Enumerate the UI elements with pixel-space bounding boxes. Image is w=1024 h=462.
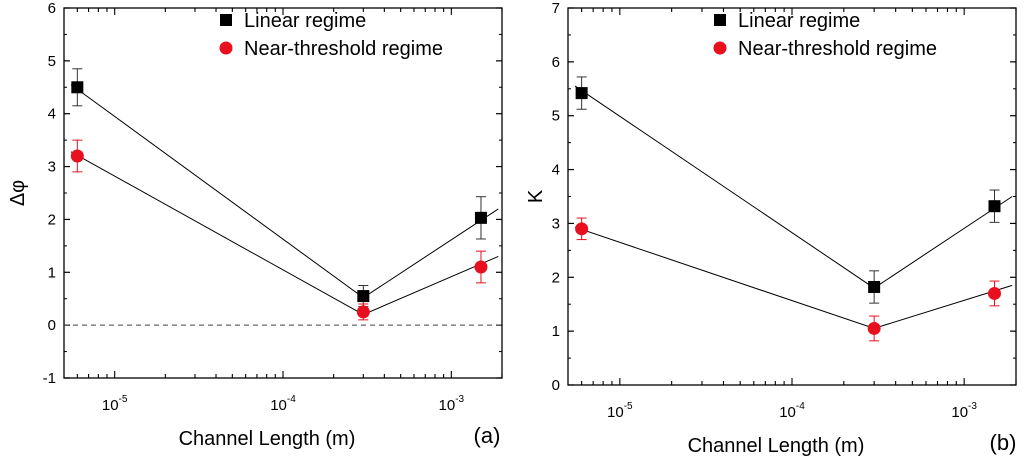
y-axis-title: K bbox=[525, 189, 547, 203]
y-axis-title: Δφ bbox=[7, 180, 29, 206]
y-tick-label: 5 bbox=[552, 108, 560, 125]
x-tick-exponent: -3 bbox=[455, 394, 464, 405]
x-tick-label: 10-5 bbox=[607, 401, 633, 421]
y-tick-label: 3 bbox=[48, 159, 56, 176]
x-tick-base: 10 bbox=[270, 397, 287, 414]
x-tick-label: 10-3 bbox=[439, 394, 465, 414]
series-line-linear bbox=[574, 85, 1013, 289]
x-tick-label: 10-4 bbox=[779, 401, 805, 421]
data-point-square bbox=[868, 280, 881, 293]
x-tick-exponent: -3 bbox=[968, 401, 977, 412]
y-tick-label: 3 bbox=[552, 215, 560, 232]
x-tick-exponent: -4 bbox=[287, 394, 296, 405]
data-point-square bbox=[71, 81, 84, 94]
data-point-circle bbox=[867, 321, 881, 335]
data-point-square bbox=[357, 290, 370, 303]
x-axis-title: Channel Length (m) bbox=[179, 428, 356, 450]
y-tick-label: 1 bbox=[48, 264, 56, 281]
legend-marker-square bbox=[714, 14, 726, 26]
y-tick-label: 1 bbox=[552, 323, 560, 340]
legend-label: Near-threshold regime bbox=[738, 38, 937, 60]
legend-label: Linear regime bbox=[738, 10, 860, 32]
x-tick-base: 10 bbox=[951, 404, 968, 421]
legend-marker-square bbox=[220, 14, 232, 26]
series-line-near-threshold bbox=[574, 226, 1013, 329]
panel-label: (a) bbox=[474, 423, 501, 448]
y-tick-label: 0 bbox=[48, 317, 56, 334]
x-tick-exponent: -5 bbox=[624, 401, 633, 412]
x-tick-base: 10 bbox=[779, 404, 796, 421]
series-line-near-threshold bbox=[70, 151, 499, 316]
y-tick-label: 6 bbox=[48, 0, 56, 17]
plot-frame bbox=[567, 7, 1017, 386]
x-tick-exponent: -4 bbox=[796, 401, 805, 412]
data-point-circle bbox=[474, 260, 488, 274]
y-tick-label: 2 bbox=[48, 211, 56, 228]
series-line-linear bbox=[70, 84, 499, 299]
x-tick-base: 10 bbox=[102, 397, 119, 414]
y-tick-label: 7 bbox=[552, 0, 560, 17]
x-tick-base: 10 bbox=[439, 397, 456, 414]
y-tick-label: 6 bbox=[552, 54, 560, 71]
data-point-square bbox=[474, 211, 487, 224]
y-tick-label: -1 bbox=[43, 370, 56, 387]
data-point-square bbox=[988, 200, 1001, 213]
legend-marker-circle bbox=[713, 41, 727, 55]
y-tick-label: 0 bbox=[552, 377, 560, 394]
data-point-circle bbox=[987, 286, 1001, 300]
y-tick-label: 2 bbox=[552, 269, 560, 286]
y-tick-label: 4 bbox=[552, 162, 560, 179]
legend-label: Near-threshold regime bbox=[244, 38, 443, 60]
data-point-circle bbox=[70, 149, 84, 163]
x-axis-title: Channel Length (m) bbox=[688, 435, 865, 457]
legend-label: Linear regime bbox=[244, 10, 366, 32]
x-tick-exponent: -5 bbox=[119, 394, 128, 405]
x-tick-label: 10-4 bbox=[270, 394, 296, 414]
plot-frame bbox=[63, 7, 503, 379]
y-tick-label: 5 bbox=[48, 53, 56, 70]
data-point-circle bbox=[356, 305, 370, 319]
legend-marker-circle bbox=[219, 41, 233, 55]
data-point-square bbox=[575, 87, 588, 100]
data-point-circle bbox=[575, 222, 589, 236]
panel-label: (b) bbox=[990, 430, 1017, 455]
x-tick-base: 10 bbox=[607, 404, 624, 421]
y-tick-label: 4 bbox=[48, 106, 56, 123]
x-tick-label: 10-5 bbox=[102, 394, 128, 414]
x-tick-label: 10-3 bbox=[951, 401, 977, 421]
